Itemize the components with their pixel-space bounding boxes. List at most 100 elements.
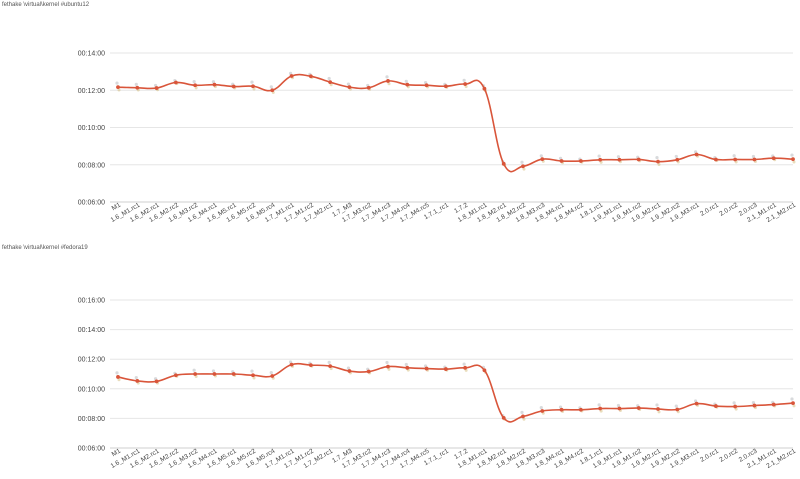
- sample-point: [674, 154, 678, 159]
- y-tick-label: 00:12:00: [78, 357, 105, 364]
- sample-point: [462, 78, 466, 82]
- data-point: [135, 379, 140, 383]
- sample-point: [522, 167, 526, 171]
- data-point: [251, 373, 255, 378]
- sample-point: [211, 80, 216, 84]
- y-tick-label: 00:14:00: [78, 51, 105, 58]
- data-point: [656, 159, 660, 164]
- sample-point: [597, 403, 601, 407]
- sample-point: [751, 154, 756, 159]
- data-point: [791, 157, 795, 162]
- data-point: [713, 404, 718, 408]
- data-point: [443, 367, 448, 371]
- data-point: [482, 368, 487, 373]
- data-point: [636, 406, 641, 410]
- sample-point: [346, 82, 351, 86]
- sample-point: [269, 371, 273, 375]
- sample-point: [657, 410, 661, 414]
- data-point: [463, 365, 468, 370]
- sample-point: [732, 401, 736, 405]
- sample-point: [732, 154, 736, 158]
- data-point: [617, 406, 622, 411]
- sample-point: [790, 397, 794, 401]
- sample-point: [655, 403, 659, 407]
- data-point: [733, 157, 738, 162]
- data-point: [116, 375, 120, 379]
- data-point: [463, 82, 468, 86]
- data-point: [154, 86, 159, 90]
- sample-point: [387, 367, 391, 371]
- y-tick-label: 00:06:00: [78, 446, 105, 453]
- y-tick-label: 00:16:00: [78, 298, 105, 305]
- sample-point: [192, 368, 196, 372]
- sample-point: [134, 375, 138, 380]
- data-point: [347, 85, 352, 90]
- sample-point: [655, 155, 659, 160]
- data-point: [694, 152, 699, 157]
- data-point: [636, 157, 641, 162]
- data-point: [675, 157, 680, 162]
- x-tick-label: 2.0.rc1: [699, 447, 720, 463]
- sample-point: [674, 404, 678, 408]
- sample-point: [657, 162, 661, 166]
- sample-point: [192, 79, 196, 84]
- data-point: [540, 157, 545, 162]
- data-point: [521, 164, 525, 169]
- data-point: [559, 159, 564, 163]
- sample-point: [792, 160, 796, 164]
- sample-point: [117, 88, 121, 92]
- sample-point: [539, 154, 543, 158]
- sample-point: [346, 366, 351, 370]
- data-point: [366, 85, 371, 90]
- sample-point: [250, 369, 254, 373]
- data-point: [405, 82, 410, 87]
- data-point: [443, 84, 448, 89]
- y-tick-label: 00:12:00: [78, 88, 105, 95]
- chart-fedora19: 00:06:00 00:08:00 00:10:00 00:12:00 00:14:00…: [78, 298, 798, 470]
- data-point: [212, 372, 217, 376]
- data-point: [405, 365, 410, 370]
- sample-point: [385, 75, 389, 79]
- chart-title-fedora19: fethake \virtual\kernel #fedora19: [2, 245, 88, 251]
- data-point: [173, 373, 178, 378]
- x-tick-label: M1: [111, 201, 123, 212]
- data-point: [617, 157, 622, 162]
- sample-point: [211, 369, 216, 373]
- y-tick-label: 00:08:00: [78, 416, 105, 423]
- data-point: [251, 84, 255, 89]
- data-point: [231, 372, 236, 376]
- sample-point: [327, 360, 331, 364]
- sample-point: [520, 160, 524, 164]
- x-tick-label: 2.0.rc2: [718, 201, 739, 217]
- data-point: [386, 364, 390, 369]
- sample-point: [250, 80, 254, 84]
- data-point: [752, 157, 757, 162]
- sample-point: [252, 376, 256, 380]
- sample-point: [404, 362, 408, 367]
- y-tick-label: 00:10:00: [78, 386, 105, 393]
- data-point: [482, 86, 487, 91]
- sample-point: [522, 417, 526, 421]
- sample-point: [520, 410, 524, 414]
- sample-point: [269, 85, 273, 89]
- data-point: [231, 84, 236, 89]
- sample-point: [792, 404, 796, 408]
- data-point: [308, 363, 313, 368]
- sample-point: [462, 362, 466, 366]
- y-tick-label: 00:06:00: [78, 200, 105, 207]
- data-point: [578, 407, 583, 412]
- sample-point: [252, 87, 256, 91]
- data-point: [424, 83, 429, 88]
- data-point: [752, 403, 757, 408]
- y-tick-label: 00:14:00: [78, 327, 105, 334]
- y-tick-label: 00:08:00: [78, 162, 105, 169]
- sample-point: [117, 378, 121, 382]
- sample-point: [597, 154, 601, 158]
- data-point: [212, 82, 217, 87]
- data-point: [598, 157, 603, 162]
- data-point: [270, 88, 275, 93]
- data-point: [135, 85, 140, 90]
- sample-point: [387, 82, 391, 86]
- data-point: [598, 406, 603, 411]
- data-point: [771, 402, 776, 407]
